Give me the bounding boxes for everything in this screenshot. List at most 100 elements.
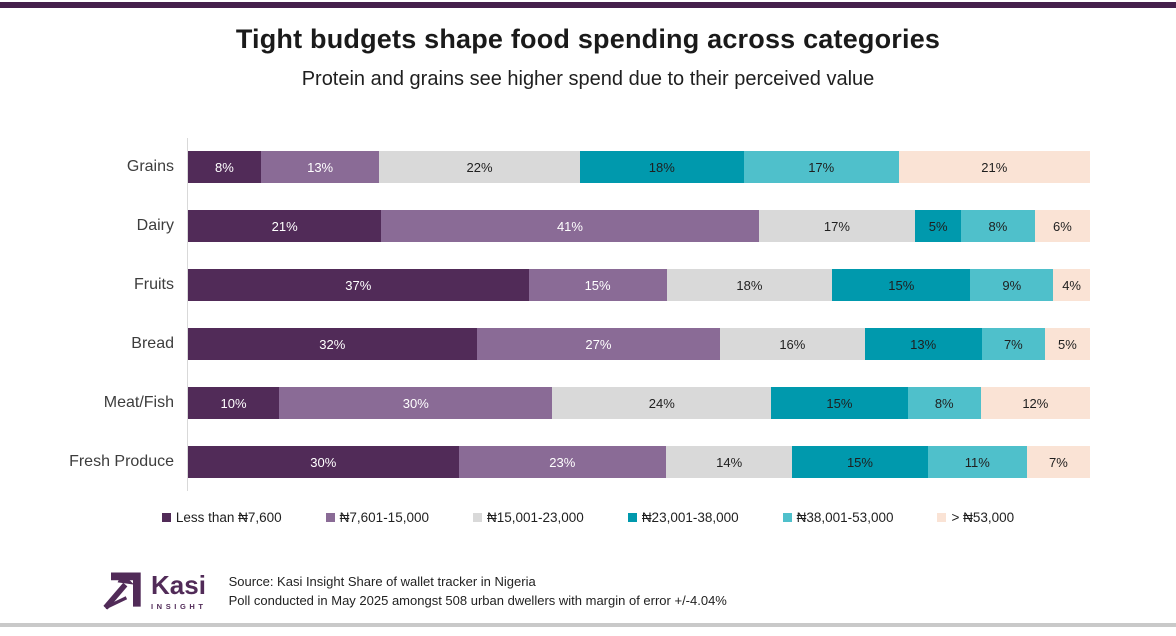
bar-segment: 14% bbox=[666, 446, 793, 478]
bar-segment: 32% bbox=[188, 328, 477, 360]
bar-segment: 13% bbox=[864, 328, 982, 360]
bar-track: 37% 15% 18% 15% 9% 4% bbox=[188, 269, 1090, 301]
bar-track: 30% 23% 14% 15% 11% 7% bbox=[188, 446, 1090, 478]
segment-value-label: 8% bbox=[988, 218, 1008, 234]
bar-segment: 4% bbox=[1053, 269, 1090, 301]
bar-segment: 18% bbox=[666, 269, 833, 301]
bar-segment: 41% bbox=[381, 210, 759, 242]
kasi-logo: Kasi INSIGHT bbox=[100, 567, 207, 616]
bar-track: 32% 27% 16% 13% 7% 5% bbox=[188, 328, 1090, 360]
chart-row: Bread 32% 27% 16% 13% 7% 5% bbox=[0, 328, 1176, 360]
segment-value-label: 15% bbox=[888, 277, 915, 293]
chart-title: Tight budgets shape food spending across… bbox=[235, 24, 941, 54]
bar-segment: 9% bbox=[970, 269, 1054, 301]
logo-sub-text: INSIGHT bbox=[151, 602, 207, 611]
category-label: Meat/Fish bbox=[103, 394, 174, 411]
segment-value-label: 18% bbox=[648, 159, 675, 175]
segment-value-label: 5% bbox=[1058, 336, 1077, 352]
legend-swatch bbox=[782, 513, 792, 522]
segment-value-label: 41% bbox=[556, 218, 583, 234]
bar-segment: 10% bbox=[188, 387, 280, 419]
bar-segment: 24% bbox=[552, 387, 772, 419]
legend-label: ₦15,001-23,000 bbox=[486, 510, 584, 525]
segment-value-label: 30% bbox=[310, 454, 337, 470]
legend-label: ₦38,001-53,000 bbox=[796, 510, 894, 525]
bar-segment: 21% bbox=[188, 210, 382, 242]
footer: Kasi INSIGHT Source: Kasi Insight Share … bbox=[100, 567, 727, 616]
segment-value-label: 4% bbox=[1062, 277, 1081, 293]
bar-segment: 12% bbox=[980, 387, 1090, 419]
logo-brand-text: Kasi bbox=[151, 570, 206, 600]
segment-value-label: 11% bbox=[964, 454, 990, 470]
bar-track: 8% 13% 22% 18% 17% 21% bbox=[188, 151, 1090, 183]
category-label: Dairy bbox=[136, 217, 174, 234]
legend-swatch bbox=[627, 513, 637, 522]
segment-value-label: 8% bbox=[934, 395, 954, 411]
segment-value-label: 12% bbox=[1022, 395, 1049, 411]
segment-value-label: 15% bbox=[584, 277, 611, 293]
legend-label: Less than ₦7,600 bbox=[175, 510, 282, 525]
bar-segment: 15% bbox=[792, 446, 928, 478]
bar-segment: 18% bbox=[579, 151, 744, 183]
segment-value-label: 8% bbox=[215, 159, 234, 175]
kasi-arrow-icon bbox=[100, 567, 144, 616]
segment-value-label: 18% bbox=[736, 277, 763, 293]
stacked-bar-chart: Grains 8% 13% 22% 18% 17% 21% Dairy 21% 41% 17% 5% 8… bbox=[0, 138, 1176, 491]
bar-segment: 27% bbox=[476, 328, 721, 360]
segment-value-label: 15% bbox=[826, 395, 853, 411]
segment-value-label: 14% bbox=[716, 454, 743, 470]
legend-item: ₦15,001-23,000 bbox=[472, 510, 584, 525]
segment-value-label: 5% bbox=[928, 218, 948, 234]
bar-segment: 22% bbox=[379, 151, 580, 183]
chart-row: Meat/Fish 10% 30% 24% 15% 8% 12% bbox=[0, 387, 1176, 419]
legend: Less than ₦7,600 ₦7,601-15,000 ₦15,001-23,… bbox=[0, 510, 1176, 525]
legend-item: ₦7,601-15,000 bbox=[325, 510, 429, 525]
segment-value-label: 6% bbox=[1052, 218, 1072, 234]
category-label: Grains bbox=[126, 158, 174, 175]
legend-label: ₦7,601-15,000 bbox=[339, 510, 429, 525]
bar-segment: 5% bbox=[915, 210, 962, 242]
y-axis-line bbox=[187, 138, 188, 491]
segment-value-label: 13% bbox=[910, 336, 937, 352]
bar-segment: 21% bbox=[898, 151, 1090, 183]
chart-subtitle: Protein and grains see higher spend due … bbox=[301, 68, 875, 90]
bar-segment: 8% bbox=[188, 151, 261, 183]
bar-segment: 30% bbox=[188, 446, 459, 478]
bar-segment: 23% bbox=[458, 446, 667, 478]
segment-value-label: 7% bbox=[1003, 336, 1023, 352]
bar-segment: 7% bbox=[1026, 446, 1090, 478]
bar-segment: 16% bbox=[720, 328, 865, 360]
category-label: Fresh Produce bbox=[69, 453, 174, 470]
chart-row: Fresh Produce 30% 23% 14% 15% 11% 7% bbox=[0, 446, 1176, 478]
legend-swatch bbox=[472, 513, 482, 522]
segment-value-label: 23% bbox=[549, 454, 576, 470]
bar-segment: 13% bbox=[260, 151, 380, 183]
legend-label: > ₦53,000 bbox=[951, 510, 1015, 525]
legend-label: ₦23,001-38,000 bbox=[641, 510, 739, 525]
legend-item: ₦23,001-38,000 bbox=[627, 510, 739, 525]
logo-text: Kasi INSIGHT bbox=[151, 572, 207, 611]
bar-segment: 15% bbox=[832, 269, 971, 301]
bar-segment: 8% bbox=[961, 210, 1035, 242]
top-accent-bar bbox=[0, 2, 1176, 8]
bottom-rule bbox=[0, 623, 1176, 627]
bar-segment: 8% bbox=[907, 387, 981, 419]
bar-segment: 15% bbox=[528, 269, 667, 301]
category-label: Bread bbox=[131, 335, 174, 352]
bar-track: 10% 30% 24% 15% 8% 12% bbox=[188, 387, 1090, 419]
chart-row: Grains 8% 13% 22% 18% 17% 21% bbox=[0, 151, 1176, 183]
bar-segment: 6% bbox=[1034, 210, 1090, 242]
segment-value-label: 21% bbox=[271, 218, 298, 234]
segment-value-label: 24% bbox=[648, 395, 675, 411]
legend-item: > ₦53,000 bbox=[937, 510, 1014, 525]
segment-value-label: 30% bbox=[402, 395, 429, 411]
legend-swatch bbox=[325, 513, 335, 522]
legend-item: Less than ₦7,600 bbox=[161, 510, 282, 525]
source-line-2: Poll conducted in May 2025 amongst 508 u… bbox=[228, 592, 727, 608]
bar-segment: 17% bbox=[758, 210, 916, 242]
segment-value-label: 21% bbox=[981, 159, 1008, 175]
segment-value-label: 17% bbox=[808, 159, 835, 175]
chart-row: Fruits 37% 15% 18% 15% 9% 4% bbox=[0, 269, 1176, 301]
bar-segment: 7% bbox=[981, 328, 1045, 360]
